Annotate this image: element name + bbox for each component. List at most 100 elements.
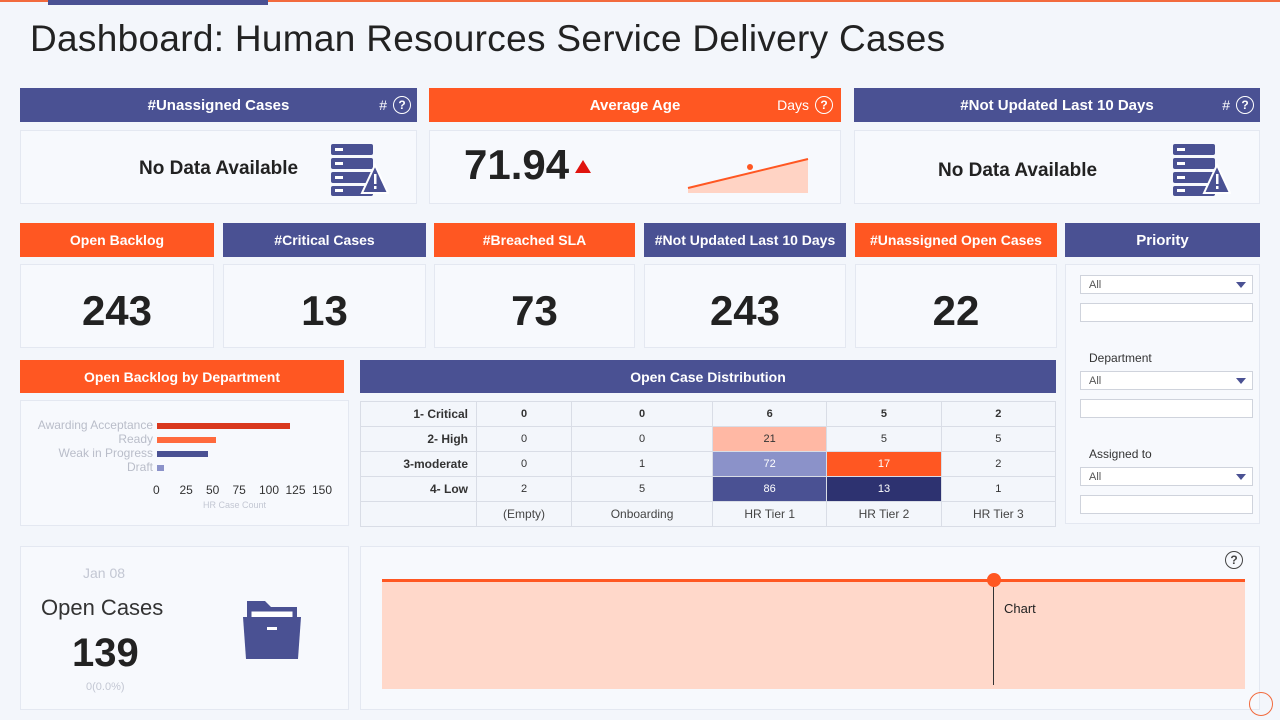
column-header: HR Tier 1 (712, 501, 828, 527)
backlog-by-dept-chart: Awarding Acceptance Ready Weak in Progress… (20, 400, 349, 526)
kpi-unassigned-open-value: 22 (932, 287, 980, 334)
table-cell[interactable]: 0 (475, 451, 573, 477)
bar[interactable] (157, 451, 208, 457)
department-search-input[interactable] (1080, 399, 1253, 418)
trend-up-icon (575, 160, 591, 173)
column-header: HR Tier 3 (940, 501, 1057, 527)
table-cell[interactable]: 2 (940, 401, 1057, 427)
row-label: 2- High (360, 426, 477, 452)
folder-icon (243, 601, 301, 659)
kpi-unassigned-open-card: 22 (855, 264, 1057, 348)
table-cell[interactable]: 5 (826, 426, 942, 452)
department-select-value: All (1089, 374, 1102, 387)
table-cell[interactable]: 17 (826, 451, 942, 477)
table-cell[interactable]: 1 (940, 476, 1057, 502)
x-axis-title: HR Case Count (203, 500, 267, 510)
kpi-not-updated-header: #Not Updated Last 10 Days (644, 223, 846, 257)
row-label: 1- Critical (360, 401, 477, 427)
kpi-open-backlog-value: 243 (81, 287, 153, 334)
table-cell[interactable]: 6 (712, 401, 828, 427)
chevron-down-icon (1236, 474, 1246, 480)
no-data-text: No Data Available (139, 158, 299, 179)
unit-label: # (1222, 97, 1230, 113)
assigned-to-label: Assigned to (1089, 447, 1152, 461)
category-label: Draft (126, 460, 153, 474)
kpi-open-backlog-card: 243 (20, 264, 214, 348)
timeline-line (382, 579, 1245, 582)
help-icon[interactable]: ? (1225, 551, 1243, 569)
x-tick-label: 100 (259, 483, 280, 497)
unit-label: # (379, 97, 387, 113)
top-accent (48, 0, 268, 5)
row-label: 3-moderate (360, 451, 477, 477)
bar[interactable] (157, 465, 165, 471)
average-age-header: Average Age Days? (429, 88, 841, 122)
help-icon[interactable]: ? (393, 96, 411, 114)
table-cell[interactable]: 0 (571, 401, 714, 427)
average-age-title: Average Age (589, 96, 681, 114)
kpi-unassigned-open-header: #Unassigned Open Cases (855, 223, 1057, 257)
help-icon[interactable]: ? (815, 96, 833, 114)
kpi-breached-sla-header: #Breached SLA (434, 223, 635, 257)
x-tick-label: 0 (153, 483, 160, 497)
corner-circle (1249, 692, 1273, 716)
table-cell[interactable]: 21 (712, 426, 828, 452)
open-cases-change: 0(0.0%) (86, 681, 125, 693)
kpi-not-updated-value: 243 (709, 287, 781, 334)
column-header: Onboarding (571, 501, 714, 527)
no-data-text: No Data Available (938, 160, 1098, 181)
help-icon[interactable]: ? (1236, 96, 1254, 114)
assigned-to-search-input[interactable] (1080, 495, 1253, 514)
open-cases-label: Open Cases (41, 595, 164, 620)
not-updated-header: #Not Updated Last 10 Days #? (854, 88, 1260, 122)
priority-header: Priority (1065, 223, 1260, 257)
unassigned-cases-card: No Data Available (20, 130, 417, 204)
bar[interactable] (157, 437, 217, 443)
table-cell[interactable]: 0 (475, 426, 573, 452)
bar[interactable] (157, 423, 290, 429)
department-label: Department (1089, 351, 1152, 365)
x-tick-label: 150 (312, 483, 333, 497)
table-cell[interactable]: 86 (712, 476, 828, 502)
table-cell[interactable]: 5 (826, 401, 942, 427)
table-cell[interactable]: 5 (940, 426, 1057, 452)
page-title: Dashboard: Human Resources Service Deliv… (30, 18, 946, 59)
x-tick-label: 25 (179, 483, 193, 497)
assigned-to-select[interactable]: All (1080, 467, 1253, 486)
hover-marker (993, 581, 994, 685)
priority-search-input[interactable] (1080, 303, 1253, 322)
category-label: Weak in Progress (58, 446, 153, 460)
dept-chart-plot: Awarding Acceptance Ready Weak in Progress… (21, 401, 350, 527)
timeline-area (382, 581, 1245, 689)
category-label: Awarding Acceptance (37, 418, 153, 432)
open-cases-value: 139 (72, 631, 139, 675)
table-cell[interactable]: 0 (475, 401, 573, 427)
x-tick-label: 50 (206, 483, 220, 497)
category-label: Ready (118, 432, 153, 446)
table-cell[interactable]: 13 (826, 476, 942, 502)
x-tick-label: 125 (285, 483, 306, 497)
priority-select-value: All (1089, 278, 1102, 291)
priority-select[interactable]: All (1080, 275, 1253, 294)
kpi-breached-sla-value: 73 (511, 287, 558, 334)
open-cases-date: Jan 08 (83, 565, 126, 581)
table-cell[interactable]: 0 (571, 426, 714, 452)
kpi-critical-cases-header: #Critical Cases (223, 223, 426, 257)
table-row: 1- Critical 0 0 6 5 2 (360, 401, 1057, 427)
table-cell[interactable]: 2 (940, 451, 1057, 477)
backlog-by-dept-header: Open Backlog by Department (20, 360, 344, 393)
sparkline-chart (687, 158, 809, 193)
table-cell[interactable]: 2 (475, 476, 573, 502)
table-cell[interactable]: 5 (571, 476, 714, 502)
timeline-point[interactable] (987, 573, 1001, 587)
row-label: 4- Low (360, 476, 477, 502)
table-cell[interactable]: 72 (712, 451, 828, 477)
department-select[interactable]: All (1080, 371, 1253, 390)
table-cell[interactable]: 1 (571, 451, 714, 477)
chevron-down-icon (1236, 282, 1246, 288)
average-age-card: 71.94 (429, 130, 841, 204)
chevron-down-icon (1236, 378, 1246, 384)
kpi-not-updated-card: 243 (644, 264, 846, 348)
unassigned-cases-header: #Unassigned Cases #? (20, 88, 417, 122)
timeline-card: ? Chart (360, 546, 1260, 710)
